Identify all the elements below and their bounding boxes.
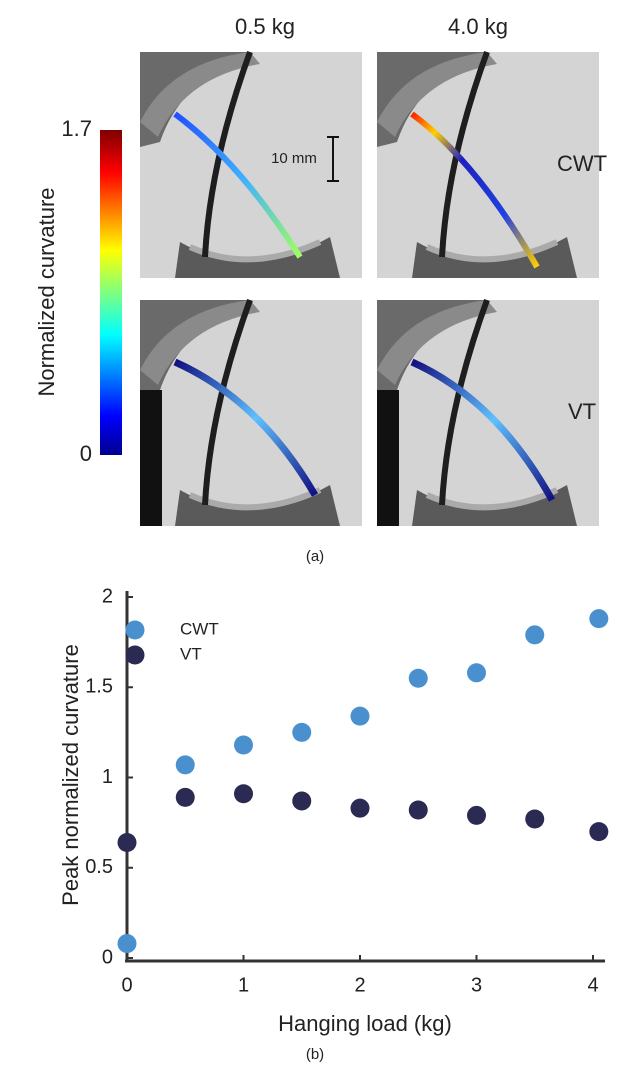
data-point [175,787,195,807]
photo [377,52,599,278]
data-point [234,735,253,755]
legend-label: VT [180,644,202,663]
row-label: CWT [557,151,607,176]
colorbar-tick-label: 0 [80,441,92,466]
data-point [350,706,370,726]
data-point [292,722,312,742]
panel-b: Peak normalized curvature Hanging load (… [58,585,609,1063]
colorbar [100,130,122,455]
data-point [175,755,195,775]
photo [377,300,599,526]
photo [140,52,362,278]
y-tick-label: 0.5 [85,856,113,878]
data-point [589,822,609,842]
data-point [467,805,486,825]
photo [140,300,362,526]
y-tick-label: 1.5 [85,676,113,698]
data-point [408,800,428,820]
legend-swatch [125,645,145,665]
y-tick-label: 1 [102,766,113,788]
row-label: VT [568,399,596,424]
data-point [525,625,545,645]
legend-label: CWT [180,619,219,638]
data-point [525,809,545,829]
x-tick-label: 1 [238,974,249,996]
data-point [589,609,609,629]
data-point [234,784,253,804]
x-tick-label: 0 [121,974,132,996]
x-tick-label: 2 [354,974,365,996]
scale-bar-label: 10 mm [271,150,317,167]
x-tick-label: 4 [587,974,598,996]
y-tick-label: 2 [102,585,113,607]
data-point [292,791,312,811]
y-tick-label: 0 [102,946,113,968]
column-label: 4.0 kg [448,14,508,39]
data-point [117,832,137,852]
caption: (b) [306,1046,324,1063]
x-tick-label: 3 [471,974,482,996]
data-point [408,668,428,688]
data-point [467,663,486,683]
panel-a: 0.5 kg 4.0 kg 10 mm CWT VT Normalized cu… [34,14,607,565]
scale-bar [327,136,339,182]
colorbar-label: Normalized curvature [34,187,59,396]
column-label: 0.5 kg [235,14,295,39]
colorbar-ticks: 01.7 [61,116,92,466]
legend-swatch [125,620,145,640]
y-axis-label: Peak normalized curvature [58,644,83,906]
data-point [117,934,137,954]
caption: (a) [306,548,324,565]
colorbar-tick-label: 1.7 [61,116,92,141]
data-point [350,798,370,818]
x-axis-label: Hanging load (kg) [278,1011,452,1036]
